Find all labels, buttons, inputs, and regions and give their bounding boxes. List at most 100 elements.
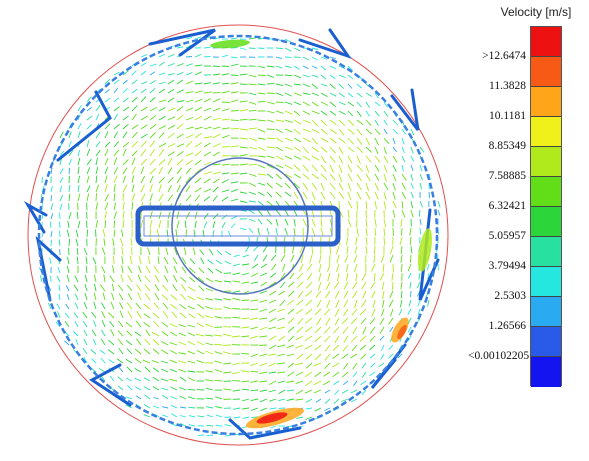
velocity-vector	[232, 290, 241, 293]
velocity-vector	[126, 330, 133, 337]
velocity-vector	[374, 92, 379, 99]
velocity-vector	[365, 245, 368, 255]
velocity-vector	[269, 290, 277, 296]
velocity-vector	[212, 37, 220, 40]
velocity-vector	[212, 133, 221, 139]
velocity-vector	[323, 308, 331, 316]
velocity-vector	[104, 148, 109, 157]
velocity-vector	[250, 362, 259, 367]
velocity-vector	[153, 302, 160, 310]
baffle-walls	[23, 28, 440, 440]
velocity-vector	[82, 321, 88, 328]
baffle-wall	[89, 363, 132, 407]
velocity-vector	[140, 106, 148, 112]
velocity-vector	[169, 378, 178, 382]
velocity-vector	[134, 331, 142, 337]
velocity-vector	[194, 36, 202, 40]
velocity-vector	[214, 369, 223, 373]
velocity-vector	[122, 87, 128, 94]
velocity-vector	[278, 335, 286, 342]
velocity-vector	[383, 218, 387, 228]
velocity-vector	[318, 272, 322, 282]
velocity-vector	[257, 191, 265, 196]
velocity-vector	[136, 338, 142, 346]
velocity-vector	[350, 317, 358, 325]
velocity-vector	[297, 272, 304, 280]
velocity-vector	[176, 150, 184, 157]
velocity-vector	[329, 146, 336, 154]
velocity-vector	[172, 257, 178, 265]
velocity-vector	[302, 146, 310, 154]
velocity-vector	[144, 366, 151, 373]
velocity-vector	[341, 371, 349, 378]
velocity-vector	[212, 73, 221, 76]
velocity-vector	[266, 137, 276, 140]
velocity-vector	[230, 74, 239, 76]
velocity-vector	[311, 119, 318, 127]
velocity-vector	[122, 167, 128, 175]
velocity-vector	[167, 157, 173, 166]
velocity-vector	[104, 78, 111, 85]
velocity-vector	[365, 101, 370, 108]
velocity-vector	[287, 371, 295, 377]
velocity-vector	[295, 398, 304, 401]
velocity-vector	[239, 163, 248, 166]
velocity-vector	[67, 220, 70, 229]
velocity-vector	[221, 73, 230, 76]
velocity-vector	[158, 193, 164, 202]
velocity-vector	[203, 171, 212, 175]
velocity-vector	[374, 155, 381, 163]
velocity-vector	[329, 254, 331, 264]
velocity-vector	[329, 173, 336, 181]
velocity-vector	[259, 308, 268, 313]
velocity-vector	[352, 371, 358, 378]
velocity-vector	[203, 91, 212, 94]
velocity-vector	[125, 377, 133, 382]
velocity-vector	[239, 137, 248, 140]
velocity-vector	[392, 119, 399, 126]
velocity-vector	[374, 137, 380, 146]
velocity-vector	[170, 386, 178, 391]
velocity-vector	[187, 286, 196, 292]
velocity-vector	[359, 308, 367, 316]
velocity-vector	[345, 263, 349, 273]
velocity-vector	[302, 110, 311, 115]
velocity-vector	[144, 284, 151, 292]
velocity-vector	[152, 312, 160, 319]
velocity-vector	[295, 371, 304, 377]
velocity-vector	[161, 349, 169, 355]
velocity-vector	[343, 290, 349, 299]
velocity-vector	[338, 173, 343, 183]
velocity-vector	[239, 128, 249, 131]
velocity-vector	[262, 254, 268, 262]
velocity-vector	[302, 65, 309, 70]
velocity-vector	[212, 163, 221, 166]
velocity-vector	[419, 146, 425, 153]
velocity-vector	[233, 263, 241, 267]
velocity-vector	[188, 415, 196, 418]
velocity-vector	[241, 398, 250, 402]
velocity-vector	[370, 281, 376, 290]
velocity-vector	[269, 398, 277, 402]
velocity-vector	[176, 184, 181, 193]
velocity-vector	[374, 227, 377, 237]
velocity-vector	[154, 292, 160, 301]
velocity-vector	[275, 209, 281, 216]
velocity-vector	[184, 220, 187, 229]
velocity-vector	[113, 193, 116, 202]
velocity-vector	[320, 191, 326, 200]
velocity-vector	[269, 344, 277, 350]
velocity-vector	[104, 202, 109, 211]
velocity-vector	[179, 303, 187, 310]
velocity-vectors	[39, 36, 441, 437]
velocity-vector	[320, 83, 328, 87]
velocity-vector	[223, 280, 232, 283]
velocity-vector	[185, 159, 193, 166]
velocity-vector	[400, 245, 403, 254]
velocity-vector	[296, 353, 304, 360]
velocity-vector	[266, 65, 275, 68]
legend-tick-label: <0.00102205	[468, 350, 530, 362]
velocity-vector	[158, 220, 162, 229]
velocity-vector	[185, 107, 194, 112]
velocity-vector	[160, 378, 169, 382]
